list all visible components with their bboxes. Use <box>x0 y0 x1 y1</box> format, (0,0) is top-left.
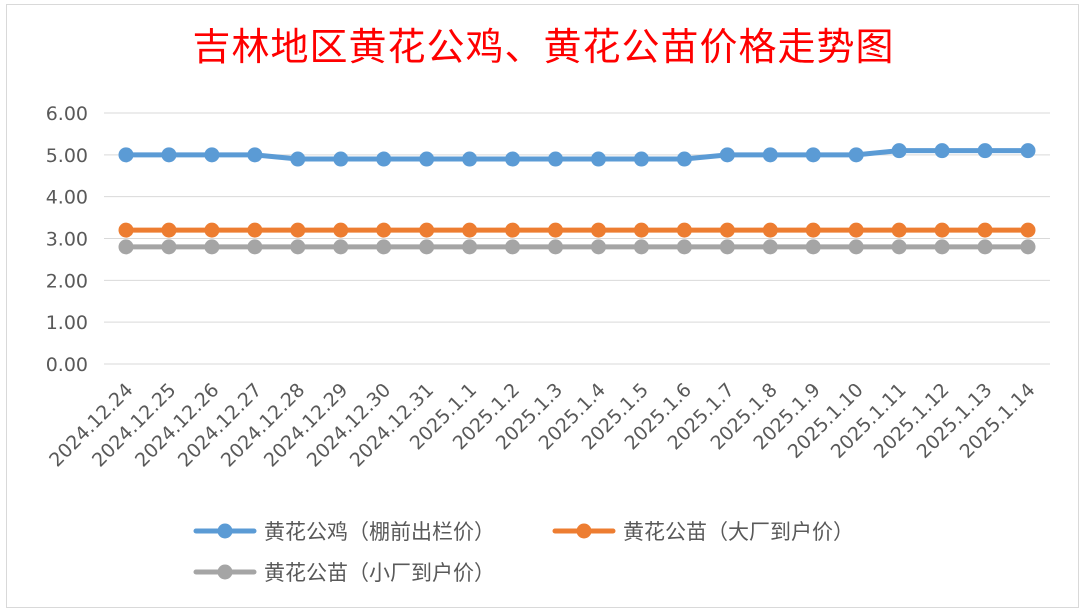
data-point <box>118 239 134 255</box>
data-point <box>462 222 478 238</box>
series-line <box>123 148 1031 162</box>
legend-marker <box>217 523 233 539</box>
data-point <box>891 239 907 255</box>
data-point <box>333 239 349 255</box>
y-tick-label: 1.00 <box>46 312 88 334</box>
data-point <box>548 239 564 255</box>
data-point <box>161 239 177 255</box>
data-point <box>590 151 606 167</box>
y-tick-label: 6.00 <box>46 103 88 125</box>
data-point <box>419 151 435 167</box>
data-point <box>505 222 521 238</box>
data-point <box>161 147 177 163</box>
data-point <box>247 239 263 255</box>
data-point <box>676 239 692 255</box>
data-point <box>590 239 606 255</box>
data-point <box>676 151 692 167</box>
data-point <box>590 222 606 238</box>
data-point <box>333 151 349 167</box>
data-point <box>204 222 220 238</box>
data-point <box>719 222 735 238</box>
data-point <box>676 222 692 238</box>
data-point <box>376 151 392 167</box>
chart-title: 吉林地区黄花公鸡、黄花公苗价格走势图 <box>192 25 895 69</box>
data-point <box>977 222 993 238</box>
data-point <box>891 222 907 238</box>
data-point <box>204 239 220 255</box>
data-point <box>505 151 521 167</box>
data-point <box>462 151 478 167</box>
y-tick-label: 4.00 <box>46 187 88 209</box>
legend-label: 黄花公苗（大厂到户价） <box>623 520 854 544</box>
data-point <box>805 147 821 163</box>
data-point <box>719 147 735 163</box>
y-tick-label: 5.00 <box>46 145 88 167</box>
data-point <box>934 222 950 238</box>
data-point <box>1020 239 1036 255</box>
data-point <box>891 143 907 159</box>
data-point <box>247 147 263 163</box>
chart-area <box>6 4 1079 608</box>
data-point <box>934 143 950 159</box>
data-point <box>848 239 864 255</box>
legend-label: 黄花公苗（小厂到户价） <box>264 561 495 585</box>
data-point <box>1020 222 1036 238</box>
legend-marker <box>576 523 592 539</box>
data-point <box>934 239 950 255</box>
data-point <box>633 151 649 167</box>
data-point <box>633 222 649 238</box>
y-tick-label: 0.00 <box>46 354 88 376</box>
data-point <box>419 239 435 255</box>
data-point <box>762 239 778 255</box>
data-point <box>290 222 306 238</box>
data-point <box>333 222 349 238</box>
data-point <box>762 222 778 238</box>
y-tick-label: 2.00 <box>46 270 88 292</box>
data-point <box>1020 143 1036 159</box>
data-point <box>977 239 993 255</box>
data-point <box>247 222 263 238</box>
data-point <box>376 239 392 255</box>
data-point <box>290 239 306 255</box>
legend-label: 黄花公鸡（棚前出栏价） <box>264 520 495 544</box>
y-tick-label: 3.00 <box>46 229 88 251</box>
data-point <box>505 239 521 255</box>
data-point <box>118 222 134 238</box>
data-point <box>848 147 864 163</box>
data-point <box>762 147 778 163</box>
data-point <box>548 222 564 238</box>
data-point <box>376 222 392 238</box>
data-point <box>805 222 821 238</box>
data-point <box>290 151 306 167</box>
data-point <box>204 147 220 163</box>
data-point <box>419 222 435 238</box>
data-point <box>633 239 649 255</box>
data-point <box>462 239 478 255</box>
data-point <box>118 147 134 163</box>
data-point <box>805 239 821 255</box>
data-point <box>977 143 993 159</box>
data-point <box>848 222 864 238</box>
data-point <box>719 239 735 255</box>
legend-marker <box>217 564 233 580</box>
data-point <box>161 222 177 238</box>
data-point <box>548 151 564 167</box>
